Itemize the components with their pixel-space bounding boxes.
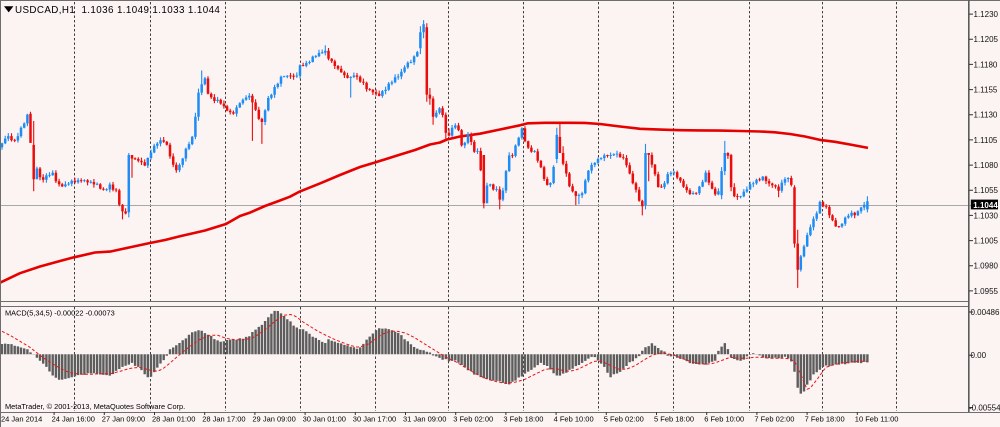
svg-text:1.0955: 1.0955	[974, 287, 999, 296]
svg-text:27 Jan 09:00: 27 Jan 09:00	[102, 415, 145, 424]
svg-text:MetaTrader, © 2001-2013, MetaQ: MetaTrader, © 2001-2013, MetaQuotes Soft…	[5, 402, 185, 411]
svg-text:24 Jan 2014: 24 Jan 2014	[1, 415, 42, 424]
svg-text:28 Jan 17:00: 28 Jan 17:00	[202, 415, 245, 424]
svg-text:5 Feb 02:00: 5 Feb 02:00	[604, 415, 644, 424]
svg-text:1.1230: 1.1230	[974, 10, 999, 19]
svg-text:30 Jan 01:00: 30 Jan 01:00	[303, 415, 346, 424]
svg-text:28 Jan 01:00: 28 Jan 01:00	[152, 415, 195, 424]
svg-text:1.1105: 1.1105	[974, 136, 998, 145]
svg-text:29 Jan 09:00: 29 Jan 09:00	[252, 415, 295, 424]
svg-text:7 Feb 02:00: 7 Feb 02:00	[754, 415, 794, 424]
svg-text:24 Jan 16:00: 24 Jan 16:00	[52, 415, 95, 424]
svg-text:1.1005: 1.1005	[974, 237, 999, 246]
svg-text:1.0980: 1.0980	[974, 262, 999, 271]
svg-text:1.1030: 1.1030	[974, 211, 999, 220]
svg-text:31 Jan 09:00: 31 Jan 09:00	[403, 415, 446, 424]
svg-text:1.1055: 1.1055	[974, 186, 999, 195]
svg-text:3 Feb 18:00: 3 Feb 18:00	[503, 415, 543, 424]
svg-text:0.00: 0.00	[971, 351, 987, 360]
svg-text:4 Feb 10:00: 4 Feb 10:00	[554, 415, 594, 424]
svg-text:30 Jan 17:00: 30 Jan 17:00	[353, 415, 396, 424]
svg-text:5 Feb 18:00: 5 Feb 18:00	[654, 415, 694, 424]
svg-text:1.1044: 1.1044	[973, 201, 998, 210]
svg-text:-0.00554: -0.00554	[969, 403, 1000, 412]
svg-text:6 Feb 10:00: 6 Feb 10:00	[704, 415, 744, 424]
svg-text:MACD(5,34,5) -0.00022 -0.00073: MACD(5,34,5) -0.00022 -0.00073	[5, 309, 115, 318]
svg-text:3 Feb 02:00: 3 Feb 02:00	[453, 415, 493, 424]
svg-text:USDCAD,H1 1.1036 1.1049 1.103: USDCAD,H1 1.1036 1.1049 1.1033 1.1044	[15, 5, 220, 16]
svg-text:0.00486: 0.00486	[971, 308, 1000, 317]
svg-text:1.1180: 1.1180	[974, 60, 998, 69]
svg-text:1.1130: 1.1130	[974, 111, 998, 120]
svg-text:7 Feb 18:00: 7 Feb 18:00	[805, 415, 845, 424]
svg-text:1.1205: 1.1205	[974, 35, 999, 44]
svg-text:1.1155: 1.1155	[974, 86, 998, 95]
svg-text:1.1080: 1.1080	[974, 161, 999, 170]
svg-text:10 Feb 11:00: 10 Feb 11:00	[855, 415, 899, 424]
